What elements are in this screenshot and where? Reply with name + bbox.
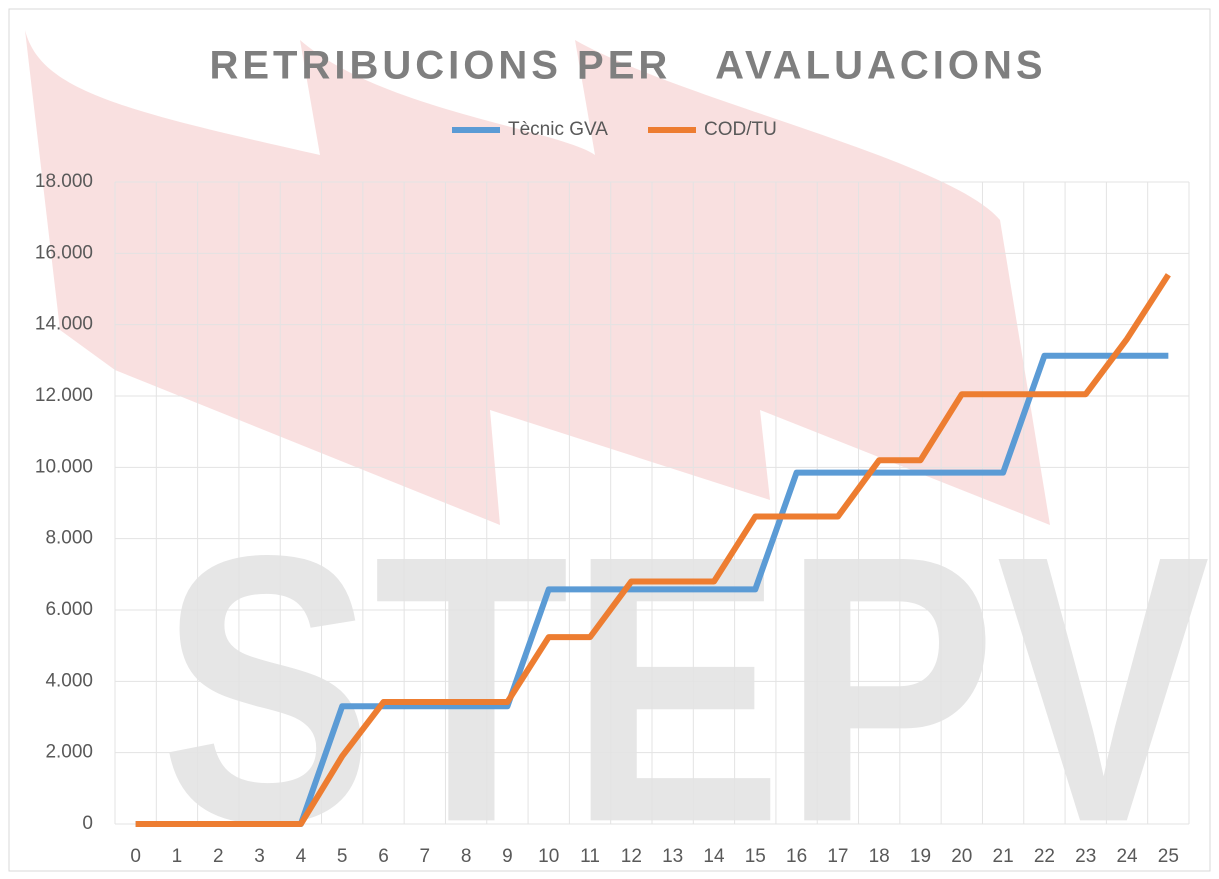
series-line <box>135 273 1171 827</box>
y-tick-label: 16.000 <box>35 242 93 263</box>
x-tick-label: 22 <box>1034 846 1055 867</box>
x-tick-label: 15 <box>745 846 766 867</box>
y-tick-label: 6.000 <box>45 599 93 620</box>
y-tick-label: 10.000 <box>35 456 93 477</box>
x-tick-label: 6 <box>378 846 389 867</box>
y-tick-label: 18.000 <box>35 171 93 192</box>
x-tick-label: 5 <box>337 846 348 867</box>
series-line <box>135 352 1169 827</box>
x-tick-label: 7 <box>420 846 431 867</box>
x-tick-label: 2 <box>213 846 224 867</box>
x-tick-label: 1 <box>172 846 183 867</box>
x-tick-label: 23 <box>1075 846 1096 867</box>
x-tick-label: 14 <box>703 846 725 867</box>
legend-label: Tècnic GVA <box>508 119 608 140</box>
y-tick-label: 0 <box>82 813 93 834</box>
x-tick-label: 10 <box>538 846 559 867</box>
x-tick-label: 8 <box>461 846 472 867</box>
x-tick-label: 11 <box>580 846 600 867</box>
x-tick-label: 4 <box>296 846 307 867</box>
legend-label: COD/TU <box>704 119 777 140</box>
x-tick-label: 17 <box>827 846 848 867</box>
x-tick-label: 3 <box>254 846 265 867</box>
y-tick-label: 12.000 <box>35 385 93 406</box>
y-tick-label: 14.000 <box>35 314 93 335</box>
watermark-arrows <box>25 30 1050 525</box>
x-tick-label: 21 <box>993 846 1014 867</box>
x-tick-label: 19 <box>910 846 931 867</box>
chart-title: RETRIBUCIONS PER AVALUACIONS <box>209 44 1046 88</box>
y-tick-label: 4.000 <box>45 670 93 691</box>
x-tick-label: 12 <box>621 846 642 867</box>
x-tick-label: 20 <box>951 846 972 867</box>
y-tick-label: 2.000 <box>45 742 93 763</box>
x-tick-label: 24 <box>1116 846 1138 867</box>
watermark: STEPV <box>160 476 1212 879</box>
x-tick-label: 18 <box>869 846 890 867</box>
y-tick-label: 8.000 <box>45 528 93 549</box>
x-tick-label: 13 <box>662 846 683 867</box>
x-tick-label: 25 <box>1158 846 1179 867</box>
x-tick-label: 0 <box>130 846 141 867</box>
x-tick-label: 16 <box>786 846 807 867</box>
x-tick-label: 9 <box>502 846 513 867</box>
